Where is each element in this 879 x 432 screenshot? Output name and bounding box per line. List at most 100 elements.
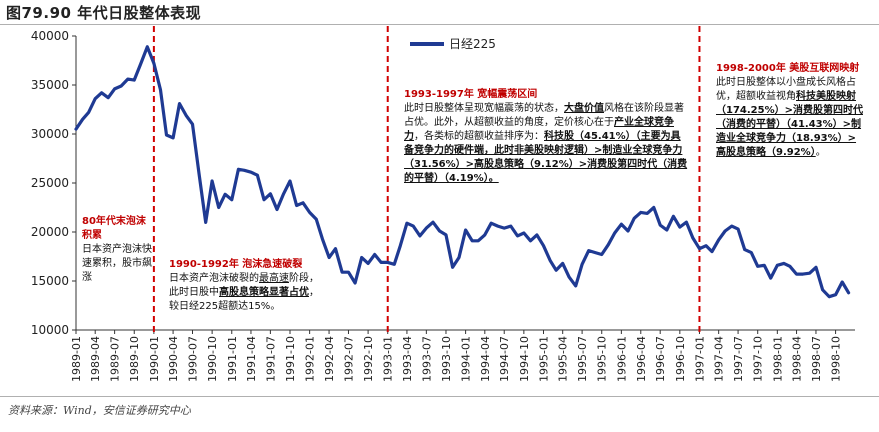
data-point [373, 253, 376, 256]
data-point [269, 193, 272, 195]
data-point [659, 224, 661, 226]
data-point [127, 78, 129, 80]
data-point [471, 240, 474, 242]
y-tick-label: 15000 [31, 274, 69, 288]
data-point [399, 244, 402, 247]
y-tick-label: 20000 [31, 225, 69, 239]
data-point [107, 96, 109, 99]
x-tick-label: 1989-04 [89, 336, 102, 382]
data-point [711, 250, 713, 253]
data-point [231, 198, 233, 201]
data-point [815, 266, 817, 269]
data-point [308, 211, 311, 214]
line-chart: 10000 15000 20000 25000 30000 35000 40000 1989-… [31, 26, 855, 382]
data-point [328, 256, 330, 259]
source-note: 资料来源：Wind，安信证券研究中心 [8, 404, 191, 417]
data-point [386, 261, 389, 264]
data-point [581, 263, 583, 266]
data-point [87, 111, 90, 114]
annotation-1990-1992-emph: 最高速 [259, 273, 289, 284]
data-point [204, 221, 207, 224]
data-point [549, 259, 551, 262]
data-point [120, 85, 122, 87]
annotation-1990-1992: 1990-1992年 泡沫急速破裂 日本资产泡沫破裂的最高速阶段， 此时日股中高… [169, 258, 384, 314]
data-point [412, 225, 415, 227]
data-point [724, 230, 726, 232]
data-point [743, 248, 746, 251]
annotation-1998-2000-text: 此时日股整体以小盘成长风格占优，超额收益视角 [716, 77, 856, 102]
x-tick-label: 1994-07 [498, 336, 511, 382]
data-point [574, 285, 577, 287]
data-point [750, 251, 753, 254]
data-point [425, 227, 428, 229]
data-point [256, 174, 259, 176]
data-point [834, 293, 837, 296]
x-tick-label: 1992-01 [304, 336, 317, 382]
data-point [354, 282, 356, 284]
x-tick-label: 1997-01 [693, 336, 706, 382]
x-tick-label: 1997-10 [752, 336, 765, 382]
data-point [81, 118, 84, 121]
footer-divider [0, 396, 879, 397]
data-point [367, 262, 369, 265]
x-tick-label: 1998-01 [771, 336, 784, 382]
x-tick-label: 1996-10 [674, 336, 687, 382]
data-point [165, 134, 168, 136]
data-point [620, 223, 623, 225]
x-tick-label: 1998-10 [830, 336, 843, 382]
x-tick-label: 1993-10 [440, 336, 453, 382]
x-tick-label: 1991-01 [226, 336, 239, 382]
x-tick-label: 1998-07 [810, 336, 823, 382]
data-point [380, 261, 382, 264]
annotation-1993-1997-text: 此时日股整体呈现宽幅震荡的状态， [404, 103, 564, 114]
data-point [198, 173, 200, 175]
annotation-1990-1992-text: 此时日股中 [169, 287, 219, 298]
data-point [490, 222, 493, 224]
data-point [783, 262, 785, 265]
data-point [243, 169, 246, 172]
title-divider [0, 24, 879, 25]
data-point [789, 265, 791, 268]
x-tick-label: 1996-01 [615, 336, 628, 382]
data-point [484, 234, 486, 236]
data-point [561, 262, 564, 265]
data-point [555, 269, 557, 272]
annotation-late-80s: 80年代末泡沫积累 日本资产泡沫快速累积，股市飙涨 [82, 215, 154, 285]
data-point [685, 221, 688, 223]
data-point [594, 251, 597, 254]
x-tick-label: 1995-01 [537, 336, 550, 382]
data-point [523, 232, 525, 234]
data-point [464, 229, 467, 231]
data-point [250, 171, 252, 173]
data-point [802, 273, 804, 275]
annotation-1990-1992-text: 较日经225超额达15%。 [169, 301, 281, 312]
data-point [698, 247, 701, 250]
x-tick-label: 1990-01 [148, 336, 161, 382]
data-point [406, 222, 408, 224]
data-point [217, 206, 220, 209]
data-point [438, 230, 441, 232]
data-point [133, 79, 135, 81]
data-point [321, 238, 324, 240]
annotation-1993-1997-text: ，各类标的超额收益排序为： [414, 131, 544, 142]
x-tick-label: 1996-07 [654, 336, 667, 382]
data-point [315, 218, 318, 221]
data-point [516, 235, 519, 237]
data-point [295, 204, 298, 207]
data-point [140, 62, 142, 65]
axes: 10000 15000 20000 25000 30000 35000 40000 1989-… [31, 29, 855, 382]
data-point [113, 88, 116, 90]
data-point [477, 240, 480, 242]
x-tick-label: 1991-04 [245, 336, 258, 382]
x-tick-label: 1991-10 [284, 336, 297, 382]
data-point [705, 244, 707, 247]
y-tick-label: 10000 [31, 323, 69, 337]
x-tick-label: 1990-10 [206, 336, 219, 382]
x-tick-label: 1992-10 [362, 336, 375, 382]
x-tick-label: 1998-04 [791, 336, 804, 382]
data-point [717, 239, 720, 241]
x-tick-label: 1993-01 [382, 336, 395, 382]
x-tick-label: 1989-10 [128, 336, 141, 382]
data-point [185, 114, 187, 117]
y-tick-label: 40000 [31, 29, 69, 43]
